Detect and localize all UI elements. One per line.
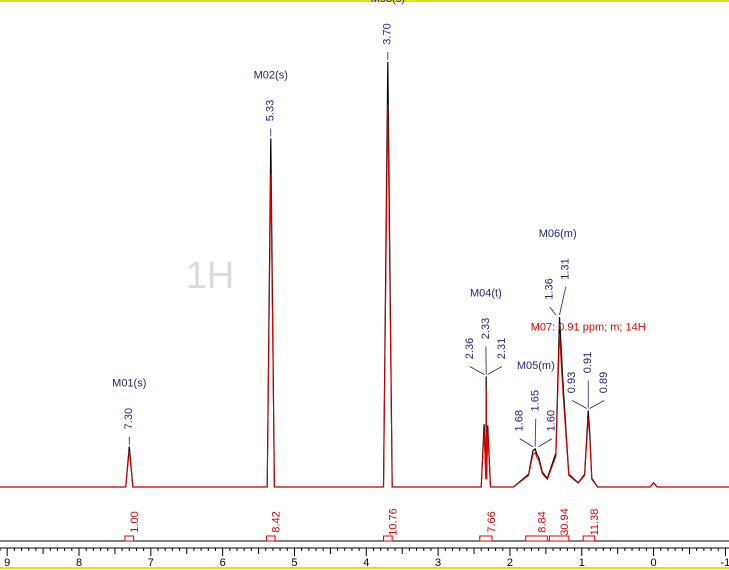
x-tick-label: 5 xyxy=(291,557,297,569)
peak-shift-label: 2.36 xyxy=(464,338,476,359)
peak-shift-label: 2.31 xyxy=(496,338,508,359)
peak-leader-line xyxy=(559,286,567,316)
x-tick-label: 7 xyxy=(148,557,154,569)
peak-shift-label: 3.70 xyxy=(382,23,394,44)
integral-bracket xyxy=(548,535,570,542)
x-tick-label: 3 xyxy=(435,557,441,569)
x-tick-label: 4 xyxy=(363,557,369,569)
nucleus-watermark: 1H xyxy=(186,255,235,297)
integral-value: 11.38 xyxy=(589,509,601,536)
multiplet-label: M04(t) xyxy=(470,288,502,300)
multiplet-label: M03(s) xyxy=(371,0,405,5)
x-tick-label: 1 xyxy=(579,557,585,569)
x-tick-label: 2 xyxy=(507,557,513,569)
spectrum-trace xyxy=(0,61,729,488)
peak-shift-label: 1.36 xyxy=(544,278,556,299)
integral-bracket xyxy=(265,535,276,542)
peak-shift-label: 2.33 xyxy=(480,318,492,339)
peak-leader-line xyxy=(519,438,534,448)
multiplet-labels: M01(s) M02(s) M03(s) M04(t) M05(m) M06(m) M07:… xyxy=(112,0,646,390)
multiplet-label: M02(s) xyxy=(254,70,288,82)
integral-bracket xyxy=(525,535,548,542)
integral-bracket xyxy=(479,535,493,542)
integral-bracket xyxy=(383,535,393,542)
x-tick-label: 9 xyxy=(4,557,10,569)
integral-value: 1.00 xyxy=(129,511,141,532)
peak-markers: 7.30 5.33 3.70 2.36 2.33 2.31 1.68 1.65 1.60 1.36… xyxy=(123,23,610,448)
peak-shift-label: 1.31 xyxy=(560,258,572,279)
integral-bracket xyxy=(582,535,596,542)
peak-shift-label: 1.60 xyxy=(546,410,558,431)
peak-leader-line xyxy=(549,306,557,316)
peak-shift-label: 0.89 xyxy=(598,372,610,393)
peak-shift-label: 1.68 xyxy=(514,410,526,431)
x-tick-label: 6 xyxy=(220,557,226,569)
integral-bracket xyxy=(124,535,135,542)
integral-value: 8.42 xyxy=(271,511,283,532)
multiplet-label: M06(m) xyxy=(539,228,577,240)
peak-leader-line xyxy=(589,400,605,409)
peak-leader-line xyxy=(534,418,537,447)
x-axis: 9 8 7 6 5 4 3 2 1 0 -1 xyxy=(0,548,729,569)
peak-leader-line xyxy=(487,366,503,375)
integral-value: 30.94 xyxy=(559,508,571,536)
peak-leader-line xyxy=(538,438,553,448)
multiplet-label: M07: 0.91 ppm; m; 14H xyxy=(531,322,646,334)
x-tick-label: 0 xyxy=(651,557,657,569)
integral-value: 7.66 xyxy=(486,511,498,532)
peak-leader-line xyxy=(469,366,485,375)
integral-region: 1.00 8.42 10.76 7.66 8.84 30.94 11.38 xyxy=(124,508,601,542)
x-tick-label: 8 xyxy=(76,557,82,569)
peak-shift-label: 1.65 xyxy=(530,390,542,411)
peak-shift-label: 7.30 xyxy=(123,408,135,429)
x-tick-label: -1 xyxy=(721,557,729,569)
peak-shift-label: 0.91 xyxy=(582,352,594,373)
peak-shift-label: 0.93 xyxy=(566,372,578,393)
multiplet-label: M01(s) xyxy=(112,378,146,390)
multiplet-label: M05(m) xyxy=(517,360,555,372)
peak-leader-line xyxy=(572,400,587,409)
integral-value: 10.76 xyxy=(388,508,400,536)
peak-shift-label: 5.33 xyxy=(265,100,277,121)
fit-trace xyxy=(0,104,729,488)
integral-value: 8.84 xyxy=(536,511,548,532)
spectrum-traces xyxy=(0,61,729,488)
